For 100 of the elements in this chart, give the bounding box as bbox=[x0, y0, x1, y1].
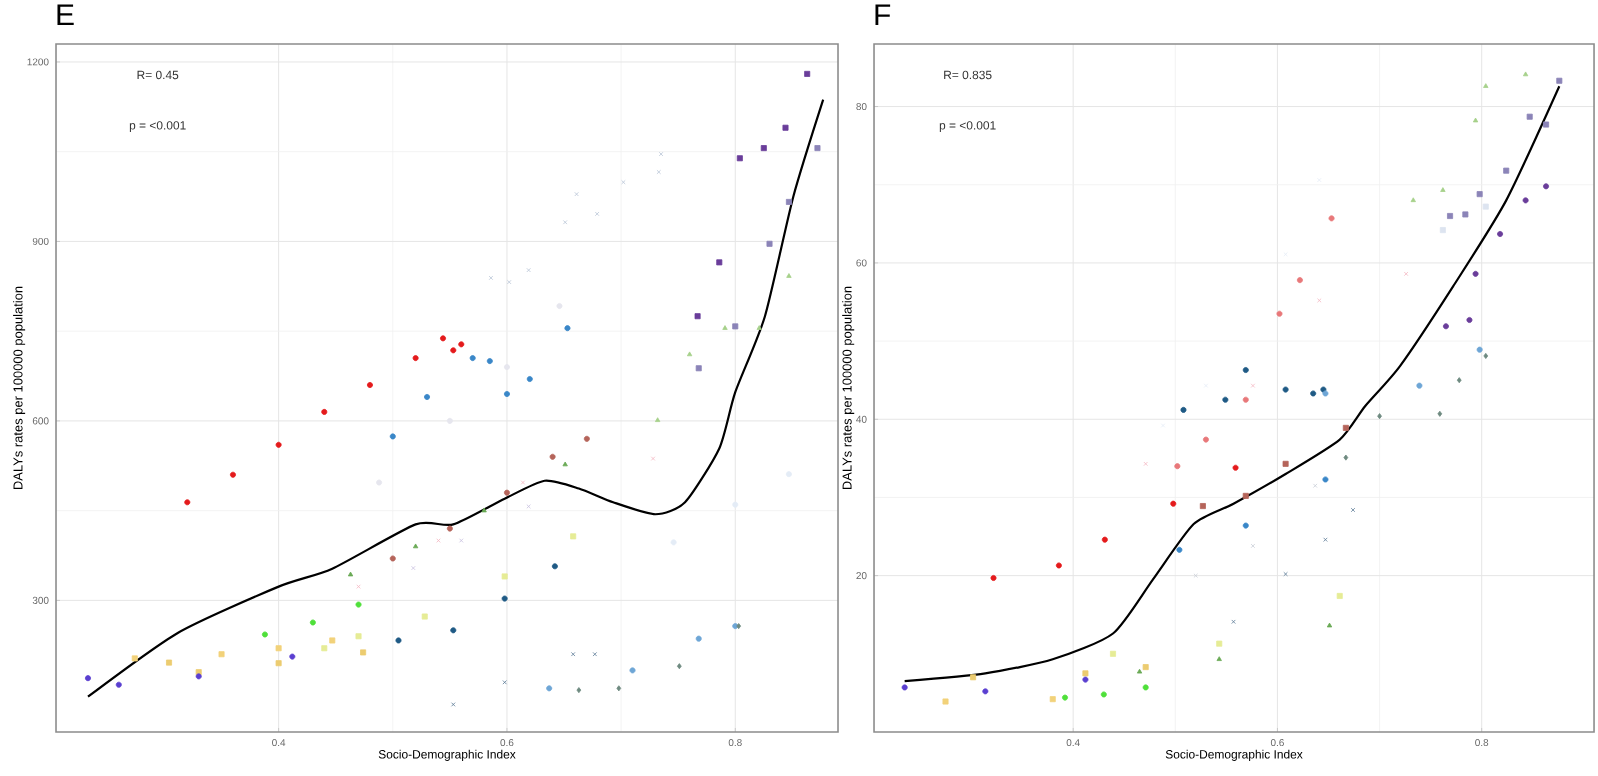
point bbox=[546, 685, 553, 692]
point bbox=[564, 325, 571, 332]
point bbox=[1110, 650, 1116, 657]
point bbox=[785, 198, 792, 205]
point bbox=[695, 635, 702, 642]
point bbox=[1416, 382, 1423, 389]
point bbox=[275, 645, 282, 652]
point bbox=[450, 627, 457, 634]
point bbox=[1403, 271, 1409, 277]
point bbox=[1199, 503, 1206, 510]
point bbox=[412, 355, 419, 362]
point bbox=[1101, 536, 1108, 543]
point bbox=[1526, 113, 1533, 120]
point bbox=[1082, 670, 1089, 677]
point bbox=[1055, 562, 1062, 569]
point bbox=[1174, 463, 1181, 470]
chart-title: E bbox=[57, 4, 74, 25]
point bbox=[450, 347, 457, 354]
point bbox=[1322, 476, 1329, 483]
point bbox=[594, 211, 600, 217]
point bbox=[1222, 396, 1229, 403]
point bbox=[1242, 396, 1249, 403]
point bbox=[804, 70, 811, 77]
point bbox=[321, 408, 328, 415]
point bbox=[329, 637, 336, 644]
point bbox=[389, 433, 396, 440]
point bbox=[1049, 696, 1056, 703]
point bbox=[355, 601, 362, 608]
point bbox=[1503, 167, 1510, 174]
chart-title: F bbox=[875, 4, 891, 26]
point bbox=[1282, 460, 1289, 467]
point bbox=[446, 525, 453, 532]
point bbox=[570, 651, 576, 657]
point bbox=[1142, 684, 1149, 691]
point bbox=[1082, 676, 1089, 683]
point bbox=[366, 382, 373, 388]
point bbox=[1556, 77, 1563, 84]
point bbox=[166, 659, 173, 666]
point bbox=[1447, 213, 1454, 219]
point bbox=[131, 655, 138, 662]
line-series bbox=[903, 85, 1561, 683]
point bbox=[115, 681, 122, 688]
point bbox=[1142, 664, 1149, 671]
point bbox=[1466, 317, 1473, 323]
point bbox=[1216, 640, 1223, 647]
point bbox=[583, 435, 590, 442]
point bbox=[501, 573, 508, 580]
point bbox=[1296, 277, 1303, 284]
point bbox=[488, 275, 494, 281]
point bbox=[1242, 492, 1249, 499]
point bbox=[982, 688, 989, 695]
point bbox=[1202, 436, 1209, 443]
point bbox=[1100, 691, 1107, 698]
point bbox=[289, 653, 296, 660]
point bbox=[970, 674, 977, 681]
point bbox=[184, 499, 191, 506]
point bbox=[694, 313, 701, 320]
point bbox=[501, 595, 508, 602]
point bbox=[389, 555, 396, 562]
point bbox=[1310, 390, 1317, 397]
point bbox=[736, 155, 743, 162]
point bbox=[360, 649, 367, 656]
point bbox=[551, 563, 558, 570]
point bbox=[1282, 386, 1289, 393]
point bbox=[1476, 346, 1483, 353]
point bbox=[766, 240, 773, 247]
point bbox=[421, 613, 428, 620]
point bbox=[84, 675, 91, 682]
point bbox=[355, 633, 362, 640]
point bbox=[760, 145, 767, 152]
point bbox=[629, 667, 636, 674]
point bbox=[218, 651, 225, 658]
point bbox=[1543, 121, 1550, 128]
point bbox=[1062, 694, 1068, 701]
point bbox=[570, 533, 577, 540]
point bbox=[424, 393, 431, 400]
point bbox=[469, 355, 476, 362]
point bbox=[1180, 406, 1187, 413]
point bbox=[275, 441, 282, 448]
point bbox=[486, 358, 493, 365]
point bbox=[901, 684, 908, 691]
point bbox=[990, 574, 997, 581]
point bbox=[1276, 310, 1283, 317]
point bbox=[1170, 500, 1177, 507]
point bbox=[395, 637, 402, 644]
point bbox=[1250, 543, 1256, 549]
point bbox=[1232, 464, 1239, 471]
point bbox=[1462, 211, 1469, 218]
point bbox=[732, 323, 739, 330]
point bbox=[1543, 183, 1550, 190]
point bbox=[1176, 546, 1183, 553]
point bbox=[1342, 424, 1349, 431]
point bbox=[458, 341, 465, 348]
point bbox=[1242, 522, 1249, 529]
point bbox=[782, 124, 789, 131]
point bbox=[1497, 231, 1504, 237]
point bbox=[1328, 215, 1335, 222]
point bbox=[503, 489, 510, 496]
point bbox=[1472, 270, 1479, 277]
point bbox=[1336, 592, 1343, 599]
